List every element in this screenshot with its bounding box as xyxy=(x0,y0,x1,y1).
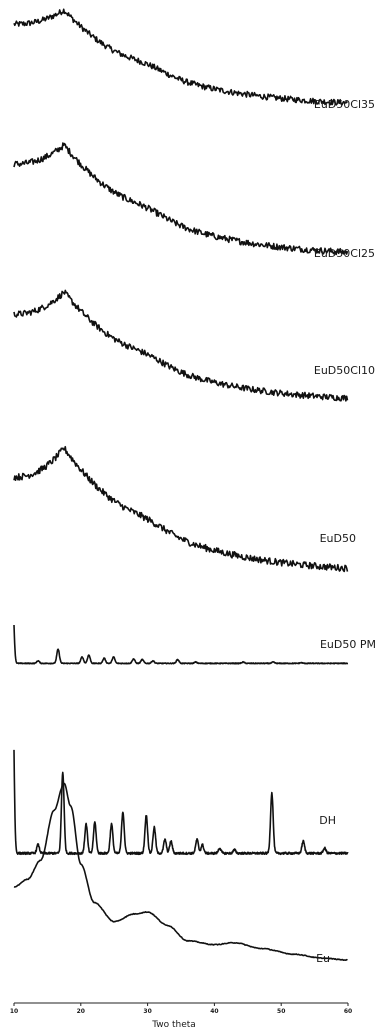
trace-eu xyxy=(13,782,348,962)
trace-eud50cl10 xyxy=(13,289,349,402)
xrd-traces xyxy=(13,8,349,962)
trace-eud50cl25 xyxy=(13,142,349,256)
x-tick-label-20: 20 xyxy=(77,1008,85,1015)
x-tick-label-60: 60 xyxy=(344,1008,352,1015)
series-label-eud50cl35: EuD50Cl35 xyxy=(314,98,375,111)
series-label-eud50cl10: EuD50Cl10 xyxy=(314,364,375,377)
x-axis-title: Two theta xyxy=(151,1020,196,1030)
x-tick-labels: 10 20 30 40 50 60 xyxy=(10,1003,352,1015)
series-label-eu: Eu xyxy=(316,952,330,965)
trace-eud50 xyxy=(13,445,349,573)
trace-eud50-pm xyxy=(13,624,349,665)
series-label-eud50: EuD50 xyxy=(320,532,356,545)
series-label-eud50-pm: EuD50 PM xyxy=(320,638,376,651)
trace-dh xyxy=(13,749,349,856)
series-label-eud50cl25: EuD50Cl25 xyxy=(314,247,375,260)
x-tick-label-50: 50 xyxy=(277,1008,285,1015)
x-tick-label-10: 10 xyxy=(10,1008,18,1015)
x-tick-label-30: 30 xyxy=(143,1008,151,1015)
trace-eud50cl35 xyxy=(13,8,348,106)
x-tick-label-40: 40 xyxy=(210,1008,218,1015)
series-label-dh: DH xyxy=(319,814,336,827)
series-labels: EuD50Cl35 EuD50Cl25 EuD50Cl10 EuD50 EuD50 PM… xyxy=(314,98,376,965)
